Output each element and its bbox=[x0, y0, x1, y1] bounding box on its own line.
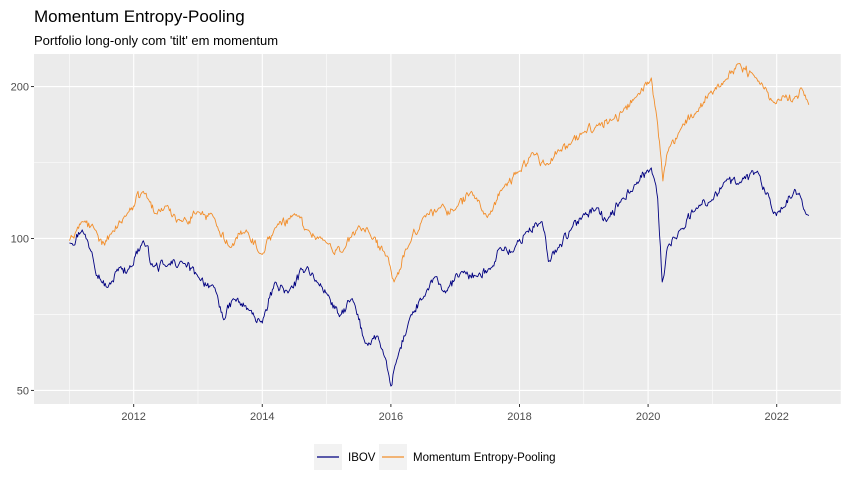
x-axis: 2012 2014 2016 2018 2020 2022 bbox=[121, 404, 789, 423]
legend-label-momentum: Momentum Entropy-Pooling bbox=[413, 452, 556, 464]
minor-grid bbox=[34, 54, 842, 404]
y-tick-label: 200 bbox=[11, 82, 29, 94]
x-tick-label: 2014 bbox=[250, 411, 274, 423]
y-tick-label: 50 bbox=[17, 385, 29, 397]
x-tick-label: 2022 bbox=[764, 411, 788, 423]
major-grid bbox=[34, 54, 841, 404]
x-tick-label: 2012 bbox=[121, 411, 145, 423]
series-line-ibov bbox=[69, 167, 810, 387]
legend: IBOV Momentum Entropy-Pooling bbox=[314, 444, 556, 470]
x-tick-label: 2016 bbox=[379, 411, 403, 423]
legend-label-ibov: IBOV bbox=[348, 452, 376, 464]
y-axis: 50 100 200 bbox=[11, 82, 34, 397]
chart-subtitle: Portfolio long-only com 'tilt' em moment… bbox=[34, 33, 278, 48]
chart-title: Momentum Entropy-Pooling bbox=[34, 7, 245, 26]
plot-panel bbox=[34, 54, 841, 404]
series-line-momentum bbox=[68, 63, 810, 283]
series-layer bbox=[68, 63, 810, 387]
x-tick-label: 2020 bbox=[636, 411, 660, 423]
y-tick-label: 100 bbox=[11, 233, 29, 245]
x-tick-label: 2018 bbox=[507, 411, 531, 423]
